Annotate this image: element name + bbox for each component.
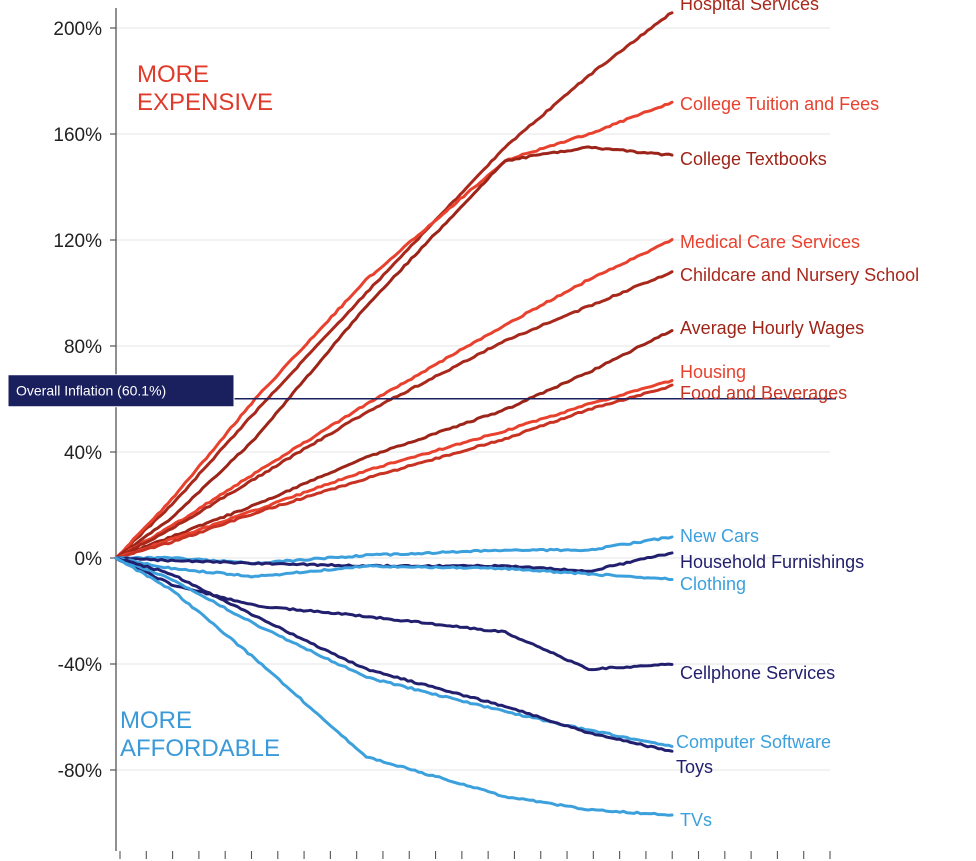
series-label-hospital-services: Hospital Services <box>680 0 819 14</box>
series-line-childcare-and-nursery-school <box>114 270 674 560</box>
series-label-clothing: Clothing <box>680 574 746 594</box>
y-tick-label: 0% <box>75 549 103 570</box>
series-label-new-cars: New Cars <box>680 526 759 546</box>
y-tick-label: 40% <box>64 443 102 464</box>
y-tick-label: 80% <box>64 337 102 358</box>
series-line-tvs <box>114 556 674 817</box>
annotation-line: MORE <box>120 707 192 734</box>
series-label-cellphone-services: Cellphone Services <box>680 663 835 683</box>
series-line-new-cars <box>114 535 674 566</box>
annotation-line: AFFORDABLE <box>120 735 280 762</box>
series-label-average-hourly-wages: Average Hourly Wages <box>680 318 864 338</box>
series-line-food-and-beverages <box>114 383 674 560</box>
y-tick-label: -40% <box>58 655 102 676</box>
series-labels: Hospital Services College Tuition and Fee… <box>676 0 919 830</box>
series-line-college-tuition-and-fees <box>114 100 674 560</box>
series-label-childcare-and-nursery-school: Childcare and Nursery School <box>680 265 919 285</box>
series-label-computer-software: Computer Software <box>676 732 831 752</box>
annotation-more-expensive: MORE EXPENSIVE <box>137 61 273 116</box>
series-label-household-furnishings: Household Furnishings <box>680 552 864 572</box>
grid-lines <box>116 27 830 771</box>
annotation-line: MORE <box>137 61 209 88</box>
x-axis-ticks <box>119 851 831 859</box>
annotation-line: EXPENSIVE <box>137 89 273 116</box>
y-tick-label: -80% <box>58 761 102 782</box>
overall-inflation-box <box>7 374 235 408</box>
series-label-college-textbooks: College Textbooks <box>680 149 827 169</box>
series-label-housing: Housing <box>680 362 746 382</box>
series-line-college-textbooks <box>114 145 674 560</box>
overall-inflation-line: Overall Inflation (60.1%) <box>7 374 836 408</box>
series-label-toys: Toys <box>676 757 713 777</box>
y-tick-label: 160% <box>53 125 102 146</box>
series-line-average-hourly-wages <box>114 329 674 560</box>
series-label-college-tuition-and-fees: College Tuition and Fees <box>680 94 879 114</box>
y-axis-ticks: 200% 160% 120% 80% 40% 0% -40% -80% <box>53 19 116 782</box>
series-label-medical-care-services: Medical Care Services <box>680 232 860 252</box>
y-tick-label: 120% <box>53 231 102 252</box>
series-label-food-and-beverages: Food and Beverages <box>680 383 847 403</box>
series-line-household-furnishings <box>114 551 674 573</box>
series-line-medical-care-services <box>114 238 674 560</box>
series-label-tvs: TVs <box>680 810 712 830</box>
series-line-hospital-services <box>114 11 674 560</box>
series-lines <box>114 11 674 817</box>
series-line-clothing <box>114 556 674 581</box>
y-tick-label: 200% <box>53 19 102 40</box>
overall-inflation-label: Overall Inflation (60.1%) <box>16 383 166 399</box>
annotation-more-affordable: MORE AFFORDABLE <box>120 707 280 762</box>
series-line-toys <box>114 556 674 753</box>
series-line-housing <box>114 379 674 560</box>
